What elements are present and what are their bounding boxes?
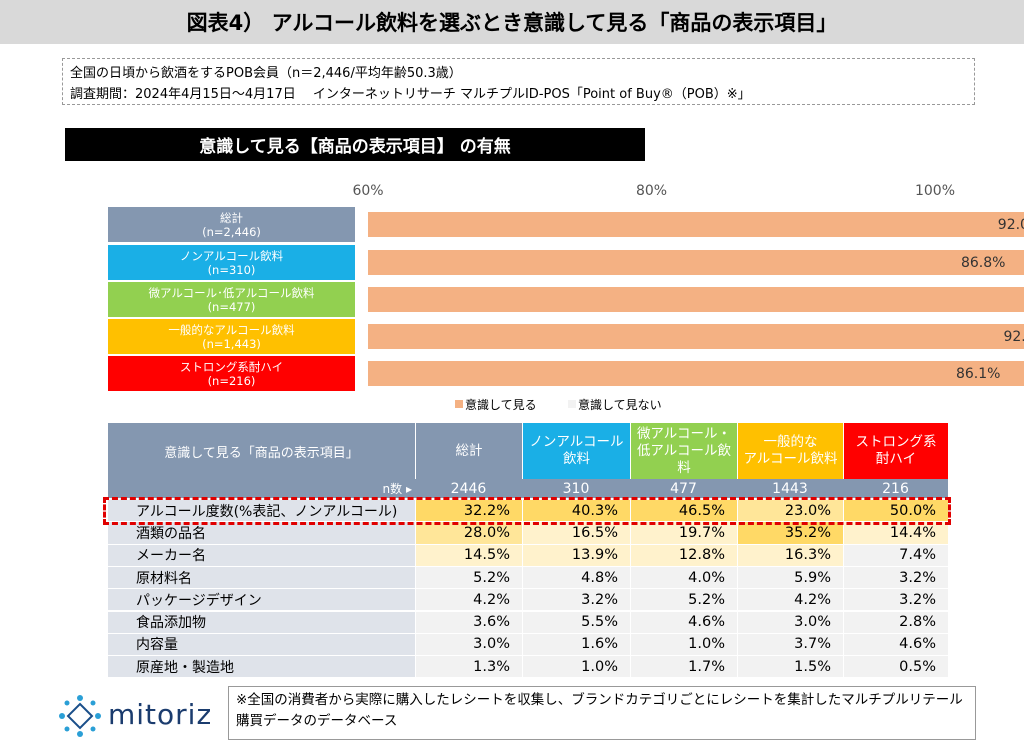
bar xyxy=(368,212,1024,237)
table-cell: 5.2% xyxy=(416,566,522,589)
legend-label: 意識して見ない xyxy=(578,398,662,412)
info-line: 調査期間：2024年4月15日～4月17日 インターネットリサーチ マルチプルI… xyxy=(70,87,751,102)
row-label: 食品添加物 xyxy=(108,611,415,633)
bar-value-label: 95.6% xyxy=(368,287,1024,312)
table-cell: 50.0% xyxy=(844,500,948,522)
table-cell: 4.8% xyxy=(523,566,630,589)
category-label: ストロング系酎ハイ (n=216) xyxy=(108,356,355,391)
table-cell: 14.4% xyxy=(844,522,948,544)
table-cell: 28.0% xyxy=(416,522,522,544)
table-cell: 4.0% xyxy=(631,566,737,589)
table-cell: 4.6% xyxy=(844,633,948,656)
footer-note: ※全国の消費者から実際に購入したレシートを収集し、ブランドカテゴリごとにレシート… xyxy=(236,692,963,729)
table-cell: 16.5% xyxy=(523,522,630,544)
column-header: 総計 xyxy=(416,423,522,479)
table-cell: 5.9% xyxy=(738,566,843,589)
row-label: 原材料名 xyxy=(108,566,415,589)
table-cell: 3.0% xyxy=(416,633,522,656)
table-cell: 14.5% xyxy=(416,544,522,566)
table-cell: 1.7% xyxy=(631,656,737,678)
table-cell: 23.0% xyxy=(738,500,843,522)
bar-value-label: 92.0% xyxy=(997,216,1024,233)
table-cell: 3.2% xyxy=(844,566,948,589)
table-cell: 3.0% xyxy=(738,611,843,633)
table-cell: 1.0% xyxy=(631,633,737,656)
table-cell: 2.8% xyxy=(844,611,948,633)
table-cell: 3.6% xyxy=(416,611,522,633)
x-tick-label: 80% xyxy=(635,183,668,199)
row-label: 原産地・製造地 xyxy=(108,656,415,678)
highlight-box xyxy=(103,497,951,525)
bar-value-label: 92.8% xyxy=(1003,328,1024,345)
table-cell: 40.3% xyxy=(523,500,630,522)
logo-text: mitoriz xyxy=(108,698,213,731)
table-cell: 35.2% xyxy=(738,522,843,544)
row-label: 内容量 xyxy=(108,633,415,656)
column-header: 微アルコール・低アルコール飲料 xyxy=(631,423,737,479)
column-header: 一般的な アルコール飲料 xyxy=(738,423,843,479)
legend-swatch xyxy=(455,400,463,408)
table-cell: 3.7% xyxy=(738,633,843,656)
table-cell: 1.3% xyxy=(416,656,522,678)
table-cell: 1.5% xyxy=(738,656,843,678)
table-cell: 7.4% xyxy=(844,544,948,566)
n-value: 1443 xyxy=(772,480,808,497)
table-cell: 4.2% xyxy=(416,589,522,611)
table-cell: 3.2% xyxy=(844,589,948,611)
category-label: 微アルコール･低アルコール飲料 (n=477) xyxy=(108,282,355,317)
table-cell: 1.6% xyxy=(523,633,630,656)
n-row-bg xyxy=(108,479,948,498)
bar xyxy=(368,287,1024,312)
category-label: ノンアルコール飲料 (n=310) xyxy=(108,245,355,280)
logo-mark xyxy=(59,695,101,737)
table-cell: 16.3% xyxy=(738,544,843,566)
category-label: 総計 (n=2,446) xyxy=(108,207,355,242)
column-header: ストロング系 酎ハイ xyxy=(844,423,948,479)
chart-title: 意識して見る【商品の表示項目】 の有無 xyxy=(65,128,645,161)
table-cell: 4.6% xyxy=(631,611,737,633)
table-cell: 19.7% xyxy=(631,522,737,544)
n-label: n数 ▸ xyxy=(382,482,412,496)
legend-swatch xyxy=(568,400,576,408)
table-cell: 0.5% xyxy=(844,656,948,678)
bar xyxy=(368,361,1024,386)
table-header: 意識して見る「商品の表示項目」 xyxy=(108,423,415,479)
n-value: 216 xyxy=(882,480,909,497)
table-cell: 5.2% xyxy=(631,589,737,611)
bar xyxy=(368,324,1024,349)
row-label: パッケージデザイン xyxy=(108,589,415,611)
category-label: 一般的なアルコール飲料 (n=1,443) xyxy=(108,319,355,354)
table-cell: 12.8% xyxy=(631,544,737,566)
info-box xyxy=(62,58,975,105)
x-tick-label: 100% xyxy=(914,183,956,199)
title: 図表4） アルコール飲料を選ぶとき意識して見る「商品の表示項目」 xyxy=(0,0,1024,44)
table-cell: 3.2% xyxy=(523,589,630,611)
info-line: 全国の日頃から飲酒をするPOB会員（n＝2,446/平均年齢50.3歳） xyxy=(70,66,462,81)
n-value: 310 xyxy=(562,480,590,497)
bar-value-label: 86.1% xyxy=(955,365,1001,382)
table-cell: 1.0% xyxy=(523,656,630,678)
table-cell: 13.9% xyxy=(523,544,630,566)
legend-label: 意識して見る xyxy=(465,398,537,412)
note-box xyxy=(228,686,976,740)
table-cell: 32.2% xyxy=(416,500,522,522)
row-label: メーカー名 xyxy=(108,544,415,566)
row-label: アルコール度数(%表記、ノンアルコール) xyxy=(108,500,415,522)
bar xyxy=(368,250,1024,275)
x-tick-label: 60% xyxy=(352,183,384,199)
column-header: ノンアルコール 飲料 xyxy=(523,423,630,479)
table-cell: 46.5% xyxy=(631,500,737,522)
n-value: 2446 xyxy=(450,480,487,497)
table-cell: 5.5% xyxy=(523,611,630,633)
n-value: 477 xyxy=(670,480,697,497)
bar-value-label: 86.8% xyxy=(960,254,1006,271)
table-cell: 4.2% xyxy=(738,589,843,611)
row-label: 酒類の品名 xyxy=(108,522,415,544)
